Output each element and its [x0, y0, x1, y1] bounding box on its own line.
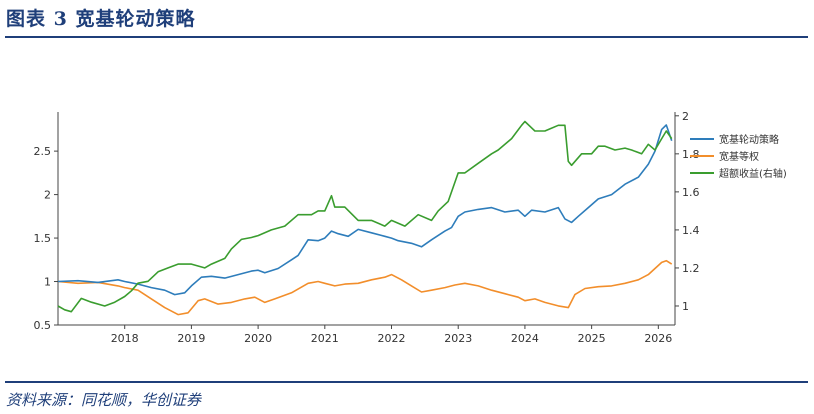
x-tick-label: 2022 — [378, 332, 406, 345]
y-left-tick-label: 1.5 — [34, 232, 52, 245]
y-right-tick-label: 1 — [682, 300, 689, 313]
legend-label: 超额收益(右轴) — [719, 167, 787, 180]
x-tick-label: 2023 — [444, 332, 472, 345]
chart-lines — [57, 120, 673, 316]
x-tick-label: 2025 — [578, 332, 606, 345]
legend-label: 宽基轮动策略 — [719, 133, 779, 146]
source-note: 资料来源：同花顺，华创证券 — [6, 391, 202, 409]
y-left-tick-label: 2.5 — [34, 145, 52, 158]
y-right-tick-label: 1.8 — [682, 148, 700, 161]
y-right-tick-label: 2 — [682, 110, 689, 123]
x-tick-label: 2018 — [111, 332, 139, 345]
x-tick-label: 2026 — [644, 332, 672, 345]
figure-title: 图表 3 宽基轮动策略 — [6, 8, 196, 30]
x-tick-label: 2019 — [177, 332, 205, 345]
y-right-tick-label: 1.4 — [682, 224, 700, 237]
x-tick-label: 2024 — [511, 332, 539, 345]
y-right-tick-label: 1.6 — [682, 186, 700, 199]
chart-axes: 0.5 1 1.5 2 2.5 1 1.2 1.4 1.6 1.8 2 2018 2019 2020 202… — [34, 110, 700, 345]
y-left-tick-label: 0.5 — [34, 319, 52, 332]
y-right-tick-label: 1.2 — [682, 262, 700, 275]
x-tick-label: 2021 — [311, 332, 339, 345]
bottom-rule — [5, 381, 808, 383]
x-tick-label: 2020 — [244, 332, 272, 345]
y-left-tick-label: 1 — [44, 276, 51, 289]
series-line-equal-weight — [57, 259, 673, 316]
series-line-excess-return — [57, 120, 673, 313]
y-left-tick-label: 2 — [44, 189, 51, 202]
legend-label: 宽基等权 — [719, 150, 759, 163]
series-line-strategy — [57, 124, 673, 296]
top-rule — [5, 36, 808, 38]
